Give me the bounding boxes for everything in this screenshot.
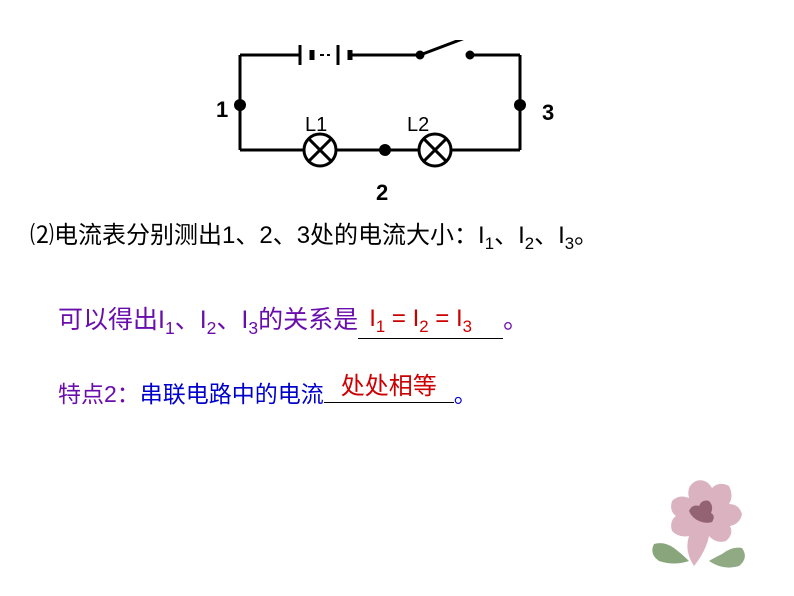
node-label-3: 3 xyxy=(542,100,554,126)
rel-i3: I3 xyxy=(241,306,258,334)
i3: I3 xyxy=(558,222,574,249)
feature-line: 特点2：串联电路中的电流处处相等。 xyxy=(58,375,477,409)
rel-i2: I2 xyxy=(200,306,217,334)
q-prefix: ⑵电流表分别测出1、2、3处的电流大小： xyxy=(30,222,478,249)
feature-prefix: 特点2： xyxy=(58,381,140,407)
lamp-label-1: L1 xyxy=(305,114,327,137)
circuit-diagram xyxy=(200,40,540,200)
question-line: ⑵电流表分别测出1、2、3处的电流大小：I1、I2、I3。 xyxy=(30,215,598,254)
flower-decoration xyxy=(634,466,774,586)
feature-mid: 串联电路中的电流 xyxy=(140,381,324,407)
i1: I1 xyxy=(478,222,494,249)
relation-line: 可以得出I1、I2、I3的关系是I1 = I2 = I3 。 xyxy=(58,300,528,339)
node-label-2: 2 xyxy=(376,180,388,206)
rel-prefix: 可以得出 xyxy=(58,306,158,334)
node-label-1: 1 xyxy=(216,97,228,123)
i2: I2 xyxy=(518,222,534,249)
feature-answer: 处处相等 xyxy=(324,374,454,403)
lamp-label-2: L2 xyxy=(407,114,429,137)
relation-answer: I1 = I2 = I3 xyxy=(358,306,503,339)
rel-i1: I1 xyxy=(158,306,175,334)
